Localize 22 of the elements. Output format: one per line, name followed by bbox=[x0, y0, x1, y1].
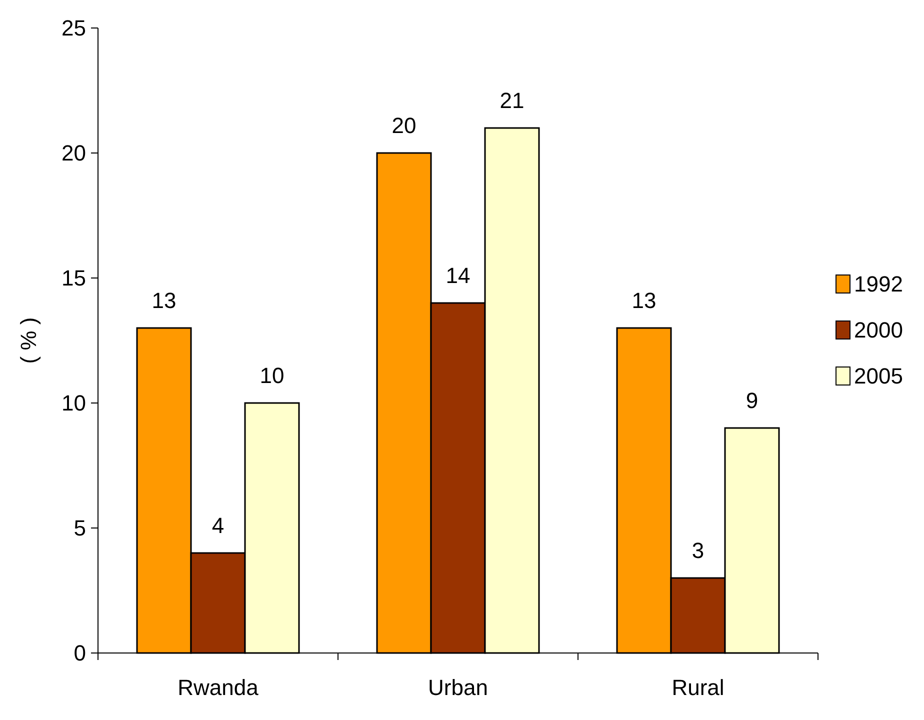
data-label: 4 bbox=[212, 513, 224, 538]
x-tick-label: Urban bbox=[428, 675, 488, 700]
data-label: 14 bbox=[446, 263, 470, 288]
x-tick-label: Rwanda bbox=[178, 675, 260, 700]
y-tick-label: 25 bbox=[62, 16, 86, 41]
data-label: 20 bbox=[392, 113, 416, 138]
legend-label: 1992 bbox=[854, 272, 903, 297]
data-label: 21 bbox=[500, 88, 524, 113]
y-tick-label: 0 bbox=[74, 640, 86, 666]
y-tick-label: 10 bbox=[62, 390, 86, 416]
data-label: 13 bbox=[152, 288, 176, 313]
y-axis-title: ( % ) bbox=[16, 317, 41, 364]
data-label: 9 bbox=[746, 388, 758, 413]
data-label: 10 bbox=[260, 363, 284, 388]
data-label: 13 bbox=[632, 288, 656, 313]
data-label: 3 bbox=[692, 538, 704, 563]
legend-label: 2000 bbox=[854, 318, 903, 343]
y-tick-label: 15 bbox=[62, 266, 86, 291]
legend-label: 2005 bbox=[854, 364, 903, 389]
y-tick-label: 5 bbox=[74, 516, 86, 541]
y-tick-label: 20 bbox=[62, 140, 86, 166]
x-tick-label: Rural bbox=[672, 675, 724, 700]
